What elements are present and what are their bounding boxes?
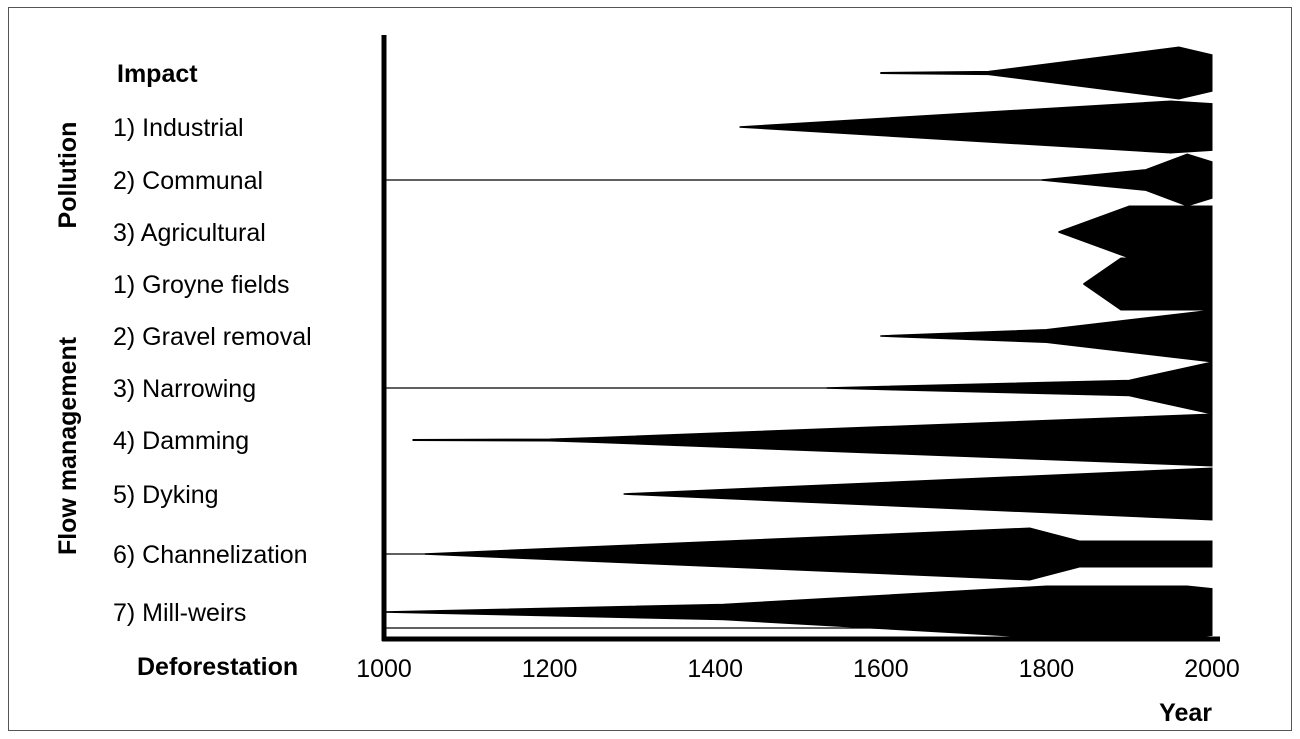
shape-industrial [739, 100, 1213, 154]
shape-channelization [424, 527, 1213, 581]
shape-gravel-removal [880, 309, 1213, 363]
x-tick-1200: 1200 [522, 655, 578, 683]
group-label-flow-management: Flow management [54, 336, 82, 555]
impact-shapes [383, 46, 1213, 639]
row-label-groyne-fields: 1) Groyne fields [113, 271, 289, 299]
row-label-mill-weirs: 7) Mill-weirs [113, 599, 246, 627]
shape-agricultural [1058, 205, 1213, 259]
group-label-pollution: Pollution [54, 122, 82, 229]
x-ticks: 1000 1200 1400 1600 1800 2000 [356, 655, 1240, 683]
shape-mill-weirs [383, 585, 1213, 639]
row-label-agricultural: 3) Agricultural [113, 219, 266, 247]
x-tick-2000: 2000 [1184, 655, 1240, 683]
row-label-damming: 4) Damming [113, 427, 249, 455]
x-axis-title: Year [1159, 699, 1212, 727]
shape-groyne-fields [1083, 257, 1213, 311]
x-tick-1400: 1400 [687, 655, 743, 683]
shape-dyking [623, 467, 1213, 521]
row-label-gravel-removal: 2) Gravel removal [113, 323, 312, 351]
shape-narrowing [826, 361, 1213, 415]
x-tick-1800: 1800 [1019, 655, 1075, 683]
row-labels: Impact 1) Industrial 2) Communal 3) Agricul… [113, 60, 312, 681]
x-tick-1600: 1600 [853, 655, 909, 683]
row-label-dyking: 5) Dyking [113, 481, 219, 509]
row-label-impact: Impact [117, 60, 198, 88]
row-label-channelization: 6) Channelization [113, 541, 308, 569]
x-tick-1000: 1000 [356, 655, 412, 683]
shape-communal [1041, 153, 1213, 207]
shape-damming [412, 413, 1213, 467]
row-label-deforestation: Deforestation [137, 653, 298, 681]
row-label-communal: 2) Communal [113, 167, 263, 195]
row-label-industrial: 1) Industrial [113, 114, 244, 142]
group-labels: Pollution Flow management [54, 122, 82, 556]
row-label-narrowing: 3) Narrowing [113, 375, 256, 403]
shape-impact [880, 46, 1213, 100]
